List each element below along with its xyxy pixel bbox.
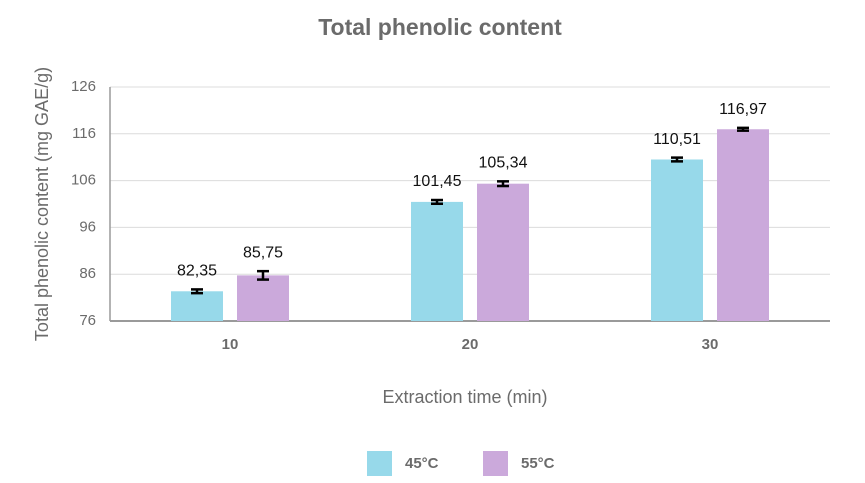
error-bar <box>431 198 443 206</box>
y-axis-title: Total phenolic content (mg GAE/g) <box>32 67 52 341</box>
y-tick-label: 86 <box>79 265 96 282</box>
y-tick-label: 96 <box>79 218 96 235</box>
y-tick-label: 116 <box>72 125 96 142</box>
error-bar <box>257 269 269 281</box>
data-label: 101,45 <box>413 173 462 190</box>
error-bar <box>497 180 509 188</box>
chart-title: Total phenolic content <box>318 14 562 40</box>
legend-label: 45°C <box>405 455 439 472</box>
data-label: 110,51 <box>653 131 701 148</box>
bar <box>237 275 289 321</box>
data-label: 105,34 <box>479 155 528 172</box>
x-tick-label: 10 <box>222 336 239 353</box>
data-label: 85,75 <box>243 244 283 261</box>
error-bar <box>671 156 683 163</box>
x-tick-label: 20 <box>462 336 479 353</box>
bar <box>651 159 703 321</box>
error-bar <box>191 288 203 295</box>
legend-swatch <box>367 451 392 476</box>
data-label: 116,97 <box>719 101 767 118</box>
bar <box>411 201 463 321</box>
error-bar <box>737 126 749 132</box>
bar <box>171 291 223 321</box>
x-axis-title: Extraction time (min) <box>382 387 547 407</box>
x-tick-label: 30 <box>702 336 719 353</box>
data-label: 82,35 <box>177 263 217 280</box>
legend-swatch <box>483 451 508 476</box>
y-tick-label: 106 <box>71 172 96 189</box>
bar <box>717 129 769 321</box>
y-tick-label: 126 <box>71 78 96 95</box>
y-tick-label: 76 <box>79 312 96 329</box>
legend-label: 55°C <box>521 455 555 472</box>
bar <box>477 183 529 321</box>
